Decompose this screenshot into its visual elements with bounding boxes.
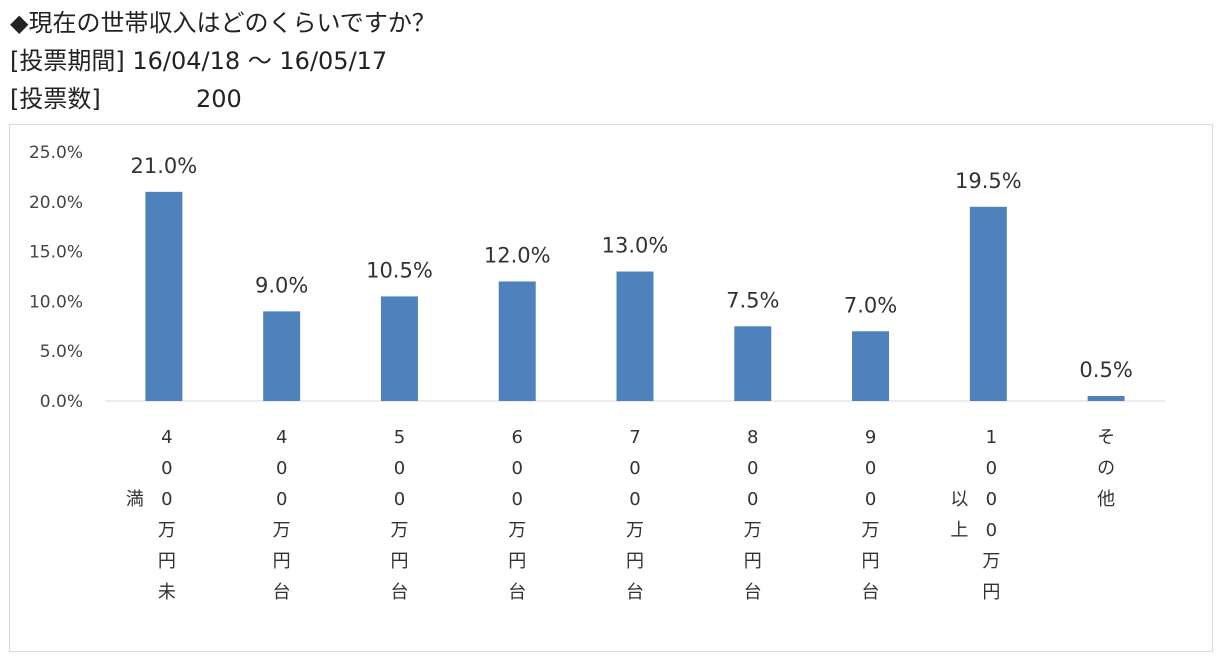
category-label: 台 [744, 582, 762, 603]
category-label: 万 [158, 520, 176, 541]
bar [734, 326, 772, 401]
category-label: そ [1097, 427, 1115, 448]
category-label: 0 [161, 489, 172, 510]
category-label: 0 [629, 458, 640, 479]
category-label: 台 [273, 582, 291, 603]
bar [145, 191, 183, 401]
category-label: 万 [390, 520, 408, 541]
bar [498, 281, 536, 401]
data-label: 0.5% [1079, 358, 1132, 382]
data-label: 12.0% [484, 243, 551, 267]
category-label: 万 [273, 520, 291, 541]
y-tick-label: 25.0% [29, 143, 83, 163]
y-tick-label: 15.0% [29, 243, 83, 263]
category-label: 0 [986, 489, 997, 510]
bar [852, 331, 890, 401]
category-label: 4 [161, 427, 172, 448]
category-label: 万 [744, 520, 762, 541]
category-label: 0 [511, 458, 522, 479]
y-tick-label: 5.0% [40, 342, 83, 362]
category-label: 0 [394, 489, 405, 510]
voting-period: [投票期間] 16/04/18 ～ 16/05/17 [10, 47, 388, 75]
category-label: 円 [158, 551, 176, 572]
category-label: 6 [511, 427, 522, 448]
category-label: 円 [390, 551, 408, 572]
category-label: 満 [126, 489, 144, 510]
category-label: 9 [865, 427, 876, 448]
chart-title: ◆現在の世帯収入はどのくらいですか？ [10, 9, 436, 37]
y-tick-label: 0.0% [40, 392, 83, 412]
category-label: 万 [626, 520, 644, 541]
category-label: 0 [276, 458, 287, 479]
data-label: 7.5% [726, 288, 779, 312]
category-label: 万 [862, 520, 880, 541]
category-label: 0 [747, 458, 758, 479]
category-label: 円 [508, 551, 526, 572]
category-label: 1 [986, 427, 997, 448]
bar [1087, 396, 1125, 401]
category-label: 万 [508, 520, 526, 541]
bar [616, 271, 654, 401]
category-label: 0 [986, 520, 997, 541]
category-label: の [1097, 458, 1115, 479]
category-label: 5 [394, 427, 405, 448]
category-label: 0 [276, 489, 287, 510]
category-label: 円 [273, 551, 291, 572]
category-label: 0 [511, 489, 522, 510]
category-label: 未 [158, 582, 176, 603]
y-tick-label: 20.0% [29, 193, 83, 213]
data-label: 10.5% [366, 258, 433, 282]
category-label: 0 [747, 489, 758, 510]
category-label: 台 [626, 582, 644, 603]
bar [380, 296, 418, 401]
category-label: 7 [629, 427, 640, 448]
data-label: 21.0% [131, 154, 198, 178]
category-label: 0 [865, 458, 876, 479]
vote-count-value: 200 [196, 85, 242, 113]
data-label: 7.0% [844, 293, 897, 317]
category-label: 他 [1097, 489, 1115, 510]
bar [969, 206, 1007, 401]
category-label: 以 [950, 489, 968, 510]
category-label: 0 [394, 458, 405, 479]
category-label: 円 [626, 551, 644, 572]
category-label: 円 [982, 582, 1000, 603]
category-label: 0 [161, 458, 172, 479]
category-label: 0 [865, 489, 876, 510]
y-tick-label: 10.0% [29, 292, 83, 312]
data-label: 9.0% [255, 273, 308, 297]
vote-count-label: [投票数] [10, 85, 101, 113]
category-label: 台 [508, 582, 526, 603]
category-label: 台 [390, 582, 408, 603]
category-label: 万 [982, 551, 1000, 572]
category-label: 上 [950, 520, 968, 541]
category-label: 0 [629, 489, 640, 510]
data-label: 13.0% [602, 234, 669, 258]
data-label: 19.5% [955, 169, 1022, 193]
category-label: 円 [744, 551, 762, 572]
chart-frame [9, 124, 1213, 652]
category-label: 円 [862, 551, 880, 572]
category-label: 台 [862, 582, 880, 603]
category-label: 8 [747, 427, 758, 448]
category-label: 4 [276, 427, 287, 448]
bar [263, 311, 301, 401]
category-label: 0 [986, 458, 997, 479]
